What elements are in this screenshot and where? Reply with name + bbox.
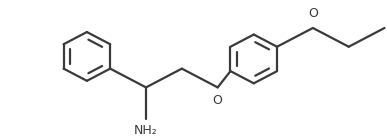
Text: O: O: [213, 94, 223, 107]
Text: O: O: [308, 8, 318, 20]
Text: NH₂: NH₂: [134, 124, 158, 137]
